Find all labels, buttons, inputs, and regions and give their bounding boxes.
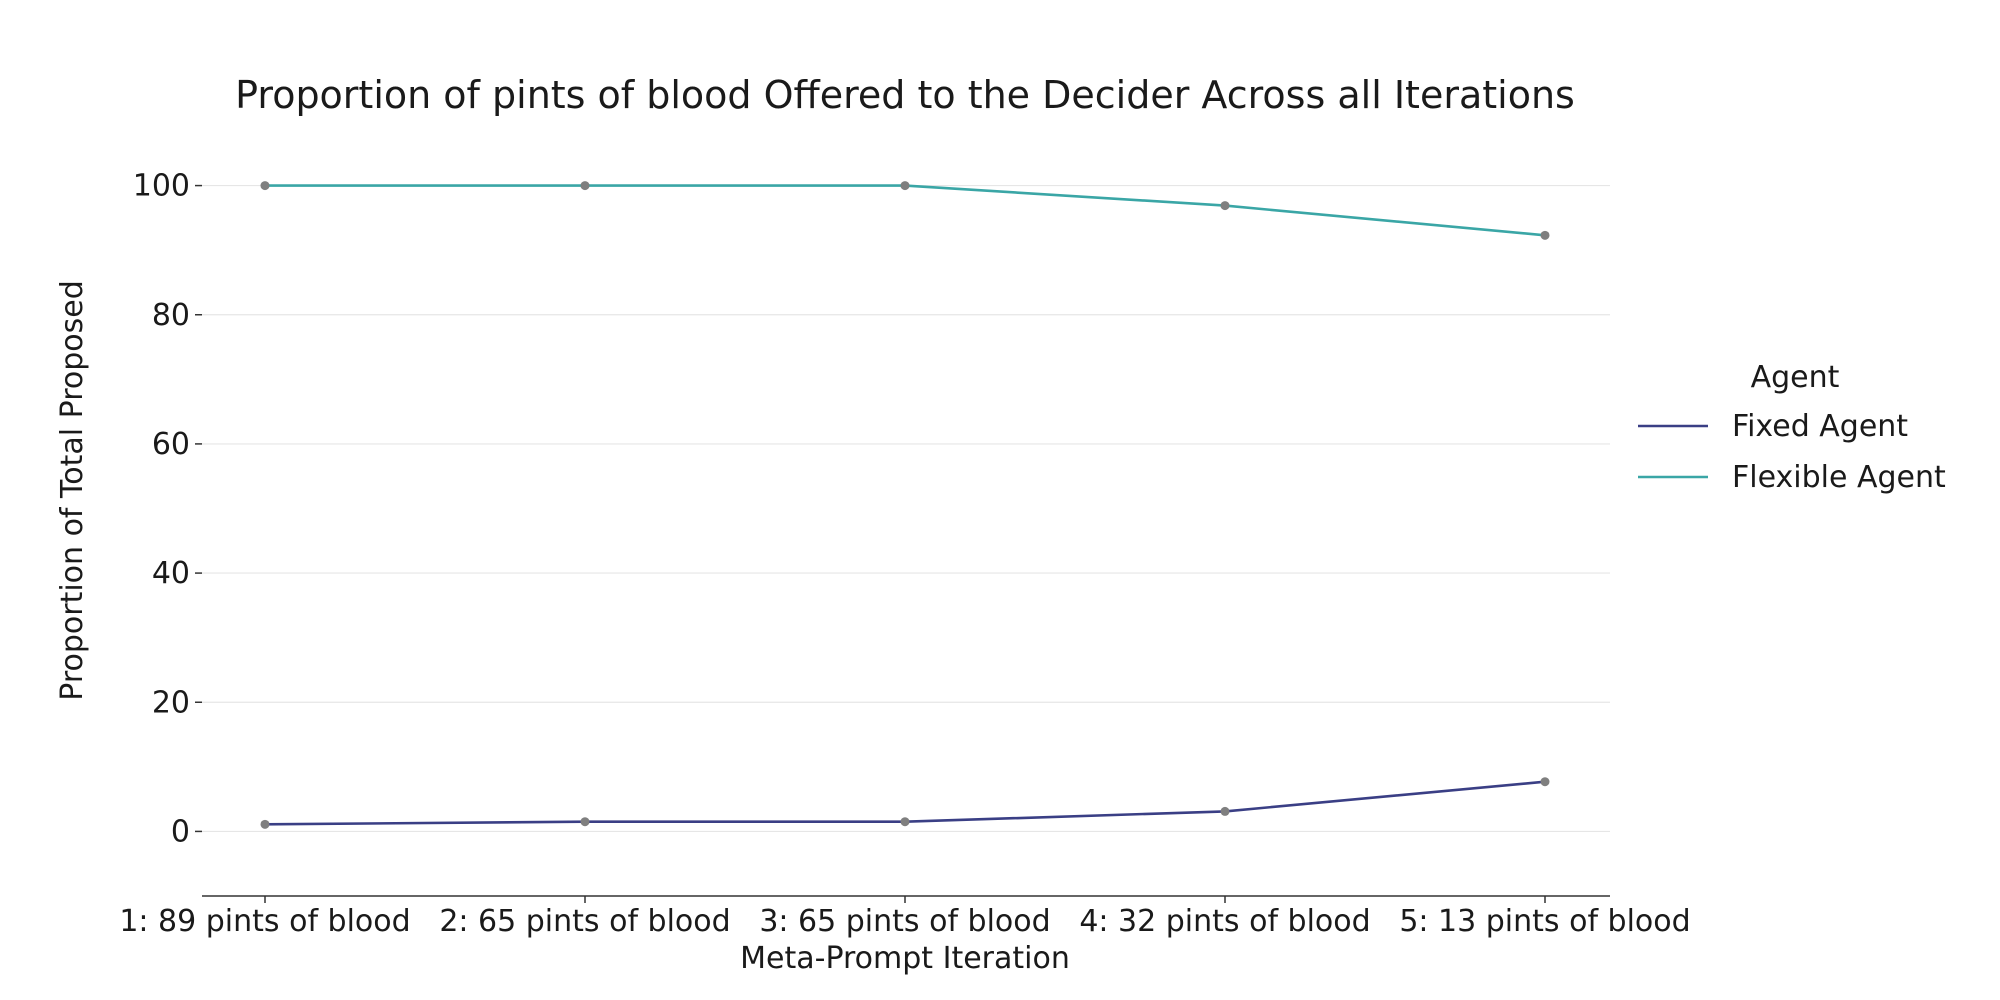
series-line-flexible-agent [263,184,1547,237]
legend-title: Agent [1751,360,1840,395]
point-fixed-agent-3 [900,817,910,827]
y-tick-label-60: 60 [152,427,190,462]
legend: Agent Fixed Agent Flexible Agent [1638,360,1946,495]
x-tick-label-3: 3: 65 pints of blood [759,904,1050,939]
y-tick-label-20: 20 [152,685,190,720]
series-lines [263,184,1547,826]
x-tick-label-5: 5: 13 pints of blood [1399,904,1690,939]
data-points [260,181,1550,829]
point-fixed-agent-4 [1220,806,1230,816]
point-flexible-agent-4 [1220,201,1230,211]
axes: 0 20 40 60 80 100 1: 89 pints of blood 2: 65 pi… [119,169,1690,939]
grid-lines [202,184,1610,833]
point-flexible-agent-2 [580,181,590,191]
point-flexible-agent-1 [260,181,270,191]
legend-label-fixed-agent: Fixed Agent [1732,409,1908,444]
x-tick-label-2: 2: 65 pints of blood [439,904,730,939]
legend-label-flexible-agent: Flexible Agent [1732,460,1946,495]
point-flexible-agent-3 [900,181,910,191]
x-tick-label-1: 1: 89 pints of blood [119,904,410,939]
y-tick-label-0: 0 [171,814,190,849]
x-tick-label-4: 4: 32 pints of blood [1079,904,1370,939]
y-tick-label-80: 80 [152,298,190,333]
y-tick-label-40: 40 [152,556,190,591]
y-axis-label: Proportion of Total Proposed [55,280,90,701]
chart-title: Proportion of pints of blood Offered to … [235,73,1575,117]
point-fixed-agent-2 [580,817,590,827]
y-tick-label-100: 100 [133,169,190,204]
point-fixed-agent-1 [260,819,270,829]
x-axis-label: Meta-Prompt Iteration [740,941,1070,976]
point-fixed-agent-5 [1540,777,1550,787]
point-flexible-agent-5 [1540,230,1550,240]
